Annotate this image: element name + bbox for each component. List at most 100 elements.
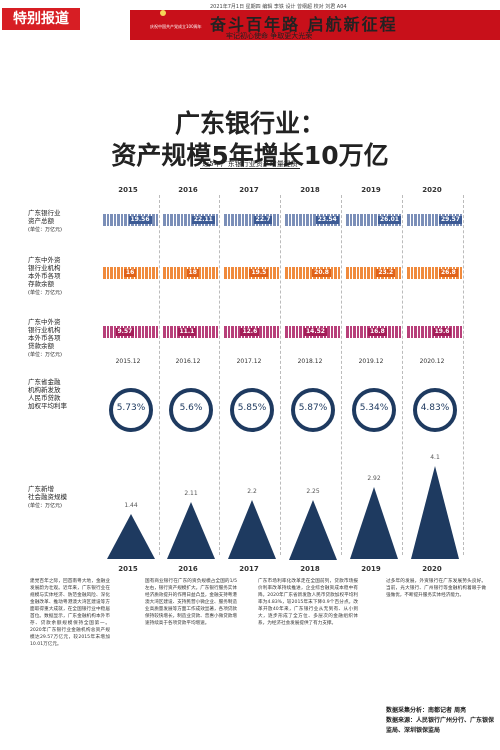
deposits-value: 19.5: [249, 269, 269, 277]
assets-tick: [238, 214, 241, 226]
assets-tick: [302, 214, 305, 226]
deposits-tick: [421, 267, 424, 279]
deposits-label-text: 广东中外资 银行业机构 本外币各项 存款余额: [28, 256, 61, 288]
financing-value: 2.92: [367, 475, 381, 483]
loans-value: 9.57: [115, 328, 135, 336]
footer-year: 2016: [178, 565, 198, 573]
loans-tick: [285, 326, 288, 338]
assets-tick: [360, 214, 363, 226]
footer-year: 2019: [361, 565, 381, 573]
assets-tick: [224, 214, 227, 226]
deposits-tick: [360, 267, 363, 279]
loans-tick: [231, 326, 234, 338]
deposits-tick: [269, 267, 272, 279]
deposits-tick: [410, 267, 413, 279]
loans-tick: [391, 326, 394, 338]
deposits-tick: [152, 267, 155, 279]
credit-line-1: 数据采集分析：南都记者 周亮: [386, 707, 467, 714]
deposits-unit: (单位：万亿元): [28, 290, 62, 296]
deposits-tick: [346, 267, 349, 279]
loans-tick: [205, 326, 208, 338]
assets-tick: [180, 214, 183, 226]
loans-tick: [212, 326, 215, 338]
year-header: 2020: [422, 186, 442, 194]
deposits-tick: [337, 267, 340, 279]
chart-title: 近5年广东银行业资产增量提质: [0, 159, 500, 169]
deposits-tick: [374, 267, 377, 279]
loans-value: 11.1: [177, 328, 197, 336]
financing-peak: [167, 502, 215, 560]
rate-value: 5.34%: [359, 403, 389, 413]
assets-tick: [299, 214, 302, 226]
rate-ring: [413, 388, 457, 432]
rate-ring: [352, 388, 396, 432]
assets-tick: [120, 214, 123, 226]
rates-label-text: 广东省金融 机构新发放 人民币贷款 加权平均利率: [28, 378, 67, 410]
rate-date: 2016.12: [175, 358, 201, 365]
financing-value: 2.25: [306, 487, 320, 495]
assets-tick: [285, 214, 288, 226]
loans-label-text: 广东中外资 银行业机构 本外币各项 贷款余额: [28, 318, 61, 350]
loans-tick: [346, 326, 349, 338]
assets-tick: [337, 214, 340, 226]
deposits-tick: [212, 267, 215, 279]
loans-tick: [330, 326, 333, 338]
loans-tick: [395, 326, 398, 338]
deposits-tick: [370, 267, 373, 279]
deposits-tick: [145, 267, 148, 279]
deposits-tick: [205, 267, 208, 279]
rate-value: 5.87%: [298, 403, 328, 413]
loans-tick: [134, 326, 137, 338]
assets-tick: [349, 214, 352, 226]
loans-tick: [421, 326, 424, 338]
deposits-tick: [363, 267, 366, 279]
year-divider: [280, 195, 281, 555]
deposits-tick: [113, 267, 116, 279]
assets-tick: [431, 214, 434, 226]
loans-tick: [456, 326, 459, 338]
deposits-tick: [295, 267, 298, 279]
assets-label-text: 广东银行业 资产总额: [28, 209, 61, 225]
loans-tick: [410, 326, 413, 338]
year-header: 2016: [178, 186, 198, 194]
rate-value: 5.6%: [179, 403, 203, 413]
loans-value: 19.6: [432, 328, 452, 336]
assets-tick: [227, 214, 230, 226]
loans-tick: [459, 326, 462, 338]
assets-tick: [309, 214, 312, 226]
loans-unit: (单位：万亿元): [28, 352, 62, 358]
year-header: 2018: [300, 186, 320, 194]
deposits-tick: [103, 267, 106, 279]
loans-tick: [103, 326, 106, 338]
deposits-tick: [201, 267, 204, 279]
deposits-tick: [309, 267, 312, 279]
loans-value: 14.52: [303, 328, 327, 336]
deposits-tick: [155, 267, 158, 279]
deposits-tick: [110, 267, 113, 279]
loans-tick: [148, 326, 151, 338]
deposits-value: 23.2: [376, 269, 396, 277]
loans-tick: [288, 326, 291, 338]
article-column-3: 广东市场利率化改革走在全国前列，贷款市场报价利率改革持续推进，企业综合融资成本稳…: [258, 579, 358, 626]
loans-tick: [414, 326, 417, 338]
year-header: 2017: [239, 186, 259, 194]
loans-tick: [407, 326, 410, 338]
assets-tick: [163, 214, 166, 226]
assets-tick: [113, 214, 116, 226]
rate-value: 5.73%: [116, 403, 146, 413]
loans-tick: [208, 326, 211, 338]
financing-peak: [411, 466, 459, 560]
deposits-tick: [330, 267, 333, 279]
financing-value: 4.1: [430, 454, 440, 462]
loans-tick: [224, 326, 227, 338]
centenary-banner: [130, 10, 500, 40]
banner-small-text: 庆祝中国共产党成立100周年: [150, 24, 202, 29]
deposits-tick: [417, 267, 420, 279]
loans-tick: [201, 326, 204, 338]
loans-tick: [110, 326, 113, 338]
loans-tick: [269, 326, 272, 338]
loans-tick: [363, 326, 366, 338]
rate-value: 5.85%: [237, 403, 267, 413]
financing-value: 2.2: [247, 488, 257, 496]
deposits-tick: [166, 267, 169, 279]
